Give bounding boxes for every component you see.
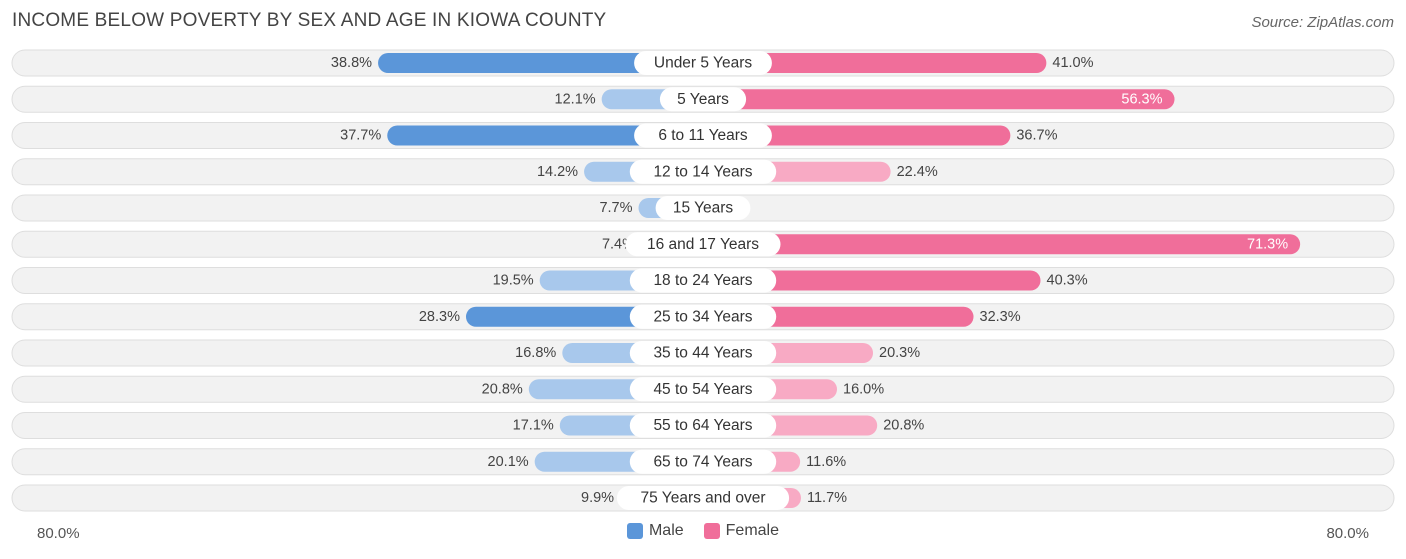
category-pill — [629, 268, 777, 293]
chart-canvas: 38.8% 41.0% Under 5 Years 12.1% 56.3% 5 Years… — [11, 49, 1395, 512]
chart-title: INCOME BELOW POVERTY BY SEX AND AGE IN K… — [12, 10, 607, 31]
value-label-female: 41.0% — [1052, 55, 1093, 71]
bar-male — [387, 125, 703, 146]
category-pill — [616, 486, 790, 510]
value-label-male: 16.8% — [515, 345, 556, 361]
value-label-male: 19.5% — [493, 273, 534, 289]
value-label-male: 7.7% — [599, 200, 632, 216]
value-label-male: 20.8% — [482, 381, 523, 397]
value-label-male: 9.9% — [581, 490, 614, 506]
legend-item-female[interactable]: Female — [703, 522, 780, 540]
value-label-male: 38.8% — [331, 55, 372, 71]
category-pill — [629, 159, 777, 184]
value-label-male: 37.7% — [340, 128, 381, 144]
bar-female — [703, 125, 1011, 146]
value-label-female: 36.7% — [1016, 128, 1057, 144]
category-label: 12 to 14 Years — [653, 163, 752, 180]
value-label-female: 20.8% — [883, 418, 924, 434]
value-label-female: 32.3% — [980, 309, 1021, 325]
category-pill — [634, 51, 772, 75]
value-label-male: 17.1% — [513, 418, 554, 434]
category-label: 6 to 11 Years — [658, 127, 748, 144]
axis-min-label: 80.0% — [37, 525, 80, 542]
value-label-female: 16.0% — [843, 381, 884, 397]
bar-female — [703, 270, 1041, 291]
category-label: 45 to 54 Years — [653, 381, 752, 398]
value-label-female: 11.6% — [806, 454, 846, 470]
value-label-female: 56.3% — [1121, 91, 1162, 107]
value-label-female: 71.3% — [1247, 236, 1288, 252]
category-label: 5 Years — [677, 91, 729, 108]
category-label: 75 Years and over — [641, 490, 766, 507]
legend-label-female: Female — [725, 522, 780, 539]
category-pill — [629, 413, 777, 438]
category-pill — [629, 341, 777, 365]
category-pill — [629, 449, 777, 474]
category-label: 65 to 74 Years — [653, 453, 752, 470]
value-label-male: 20.1% — [488, 454, 529, 470]
value-label-female: 11.7% — [807, 490, 847, 506]
bar-female — [703, 89, 1175, 110]
value-label-male: 14.2% — [537, 164, 578, 180]
category-pill — [634, 123, 772, 148]
legend: Male Female — [0, 522, 1406, 540]
category-label: 55 to 64 Years — [653, 417, 752, 434]
category-pill — [655, 196, 751, 220]
category-label: Under 5 Years — [654, 55, 752, 72]
female-swatch — [703, 523, 720, 539]
value-label-female: 40.3% — [1047, 273, 1088, 289]
category-label: 15 Years — [673, 200, 734, 217]
category-pill — [659, 87, 747, 112]
legend-item-male[interactable]: Male — [626, 522, 684, 540]
bar-male — [378, 53, 703, 73]
category-label: 25 to 34 Years — [653, 308, 752, 325]
category-pill — [625, 232, 781, 257]
value-label-female: 20.3% — [879, 345, 920, 361]
source-credit: Source: ZipAtlas.com — [1251, 14, 1394, 31]
male-swatch — [626, 523, 643, 539]
axis-max-label: 80.0% — [1326, 525, 1369, 542]
category-pill — [629, 377, 777, 402]
category-label: 16 and 17 Years — [647, 236, 759, 253]
value-label-male: 28.3% — [419, 309, 460, 325]
legend-label-male: Male — [648, 522, 684, 539]
category-label: 18 to 24 Years — [653, 272, 752, 289]
category-pill — [629, 304, 777, 329]
value-label-female: 22.4% — [897, 164, 938, 180]
value-label-male: 12.1% — [555, 91, 596, 107]
bar-female — [703, 53, 1047, 73]
bar-female — [703, 234, 1301, 255]
category-label: 35 to 44 Years — [653, 345, 752, 362]
